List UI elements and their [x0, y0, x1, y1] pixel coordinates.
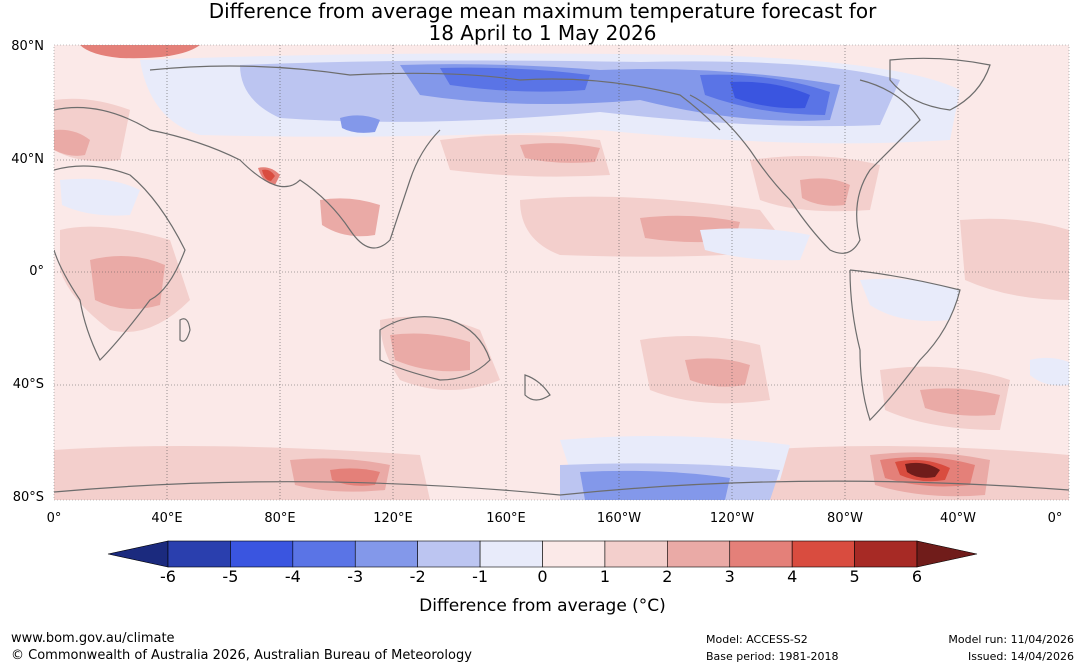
anomaly-minus-5-to-minus-4: [730, 81, 810, 109]
colorbar-segment: [729, 540, 793, 568]
colorbar-tick-label: -4: [284, 567, 301, 586]
lon-label-80e: 80°E: [264, 511, 296, 526]
colorbar-tick-label: 0: [537, 567, 548, 586]
colorbar-segment: [354, 540, 418, 568]
lon-label-160w: 160°W: [596, 511, 642, 526]
colorbar-tick-label: -6: [160, 567, 176, 586]
colorbar-segment: [167, 540, 231, 568]
footer-issued: Issued: 14/04/2026: [967, 650, 1074, 663]
lat-label-80s: 80°S: [12, 490, 44, 505]
colorbar-tick-label: -3: [347, 567, 364, 586]
colorbar-extend-high: [916, 540, 978, 568]
colorbar-segment: [479, 540, 543, 568]
colorbar-segment: [791, 540, 855, 568]
lon-label-80w: 80°W: [827, 511, 863, 526]
colorbar-segment: [417, 540, 481, 568]
lat-label-40s: 40°S: [12, 377, 44, 392]
colorbar-tick-label: 6: [911, 567, 923, 586]
colorbar-segment: [604, 540, 668, 568]
colorbar-tick-label: -1: [472, 567, 489, 586]
colorbar-tick-label: 5: [849, 567, 860, 586]
map-title-line1: Difference from average mean maximum tem…: [208, 0, 877, 23]
colorbar-segment: [230, 540, 294, 568]
lat-label-80n: 80°N: [11, 39, 44, 54]
colorbar-tick-label: -5: [222, 567, 239, 586]
lon-label-0-east: 0°: [1047, 511, 1063, 526]
lon-label-0: 0°: [46, 511, 62, 526]
map-frame: [53, 44, 1070, 501]
colorbar-tick-label: 4: [787, 567, 798, 586]
colorbar-segment: [542, 540, 606, 568]
lat-label-40n: 40°N: [11, 152, 44, 167]
lon-label-40w: 40°W: [940, 511, 976, 526]
lat-label-0: 0°: [29, 264, 44, 279]
lon-label-120e: 120°E: [373, 511, 413, 526]
footer-copyright: © Commonwealth of Australia 2026, Austra…: [11, 648, 472, 663]
anomaly-above-5: [905, 462, 940, 478]
colorbar-tick-label: 2: [662, 567, 673, 586]
colorbar: [107, 540, 978, 568]
colorbar-tick-label: 1: [599, 567, 610, 586]
footer-url[interactable]: www.bom.gov.au/climate: [11, 631, 175, 646]
colorbar-segment: [854, 540, 918, 568]
colorbar-segment: [292, 540, 356, 568]
colorbar-tick-label: -2: [409, 567, 426, 586]
lon-label-160e: 160°E: [486, 511, 526, 526]
footer-base-period: Base period: 1981-2018: [706, 650, 839, 663]
graticule: [54, 45, 1069, 500]
footer-model: Model: ACCESS-S2: [706, 633, 808, 646]
lon-label-40e: 40°E: [151, 511, 183, 526]
colorbar-tick-label: 3: [724, 567, 735, 586]
footer-model-run: Model run: 11/04/2026: [948, 633, 1074, 646]
colorbar-label: Difference from average (°C): [419, 596, 666, 616]
colorbar-extend-low: [107, 540, 169, 568]
map-title-line2: 18 April to 1 May 2026: [428, 21, 657, 45]
colorbar-segment: [667, 540, 731, 568]
lon-label-120w: 120°W: [709, 511, 755, 526]
coastlines: [54, 57, 1069, 496]
